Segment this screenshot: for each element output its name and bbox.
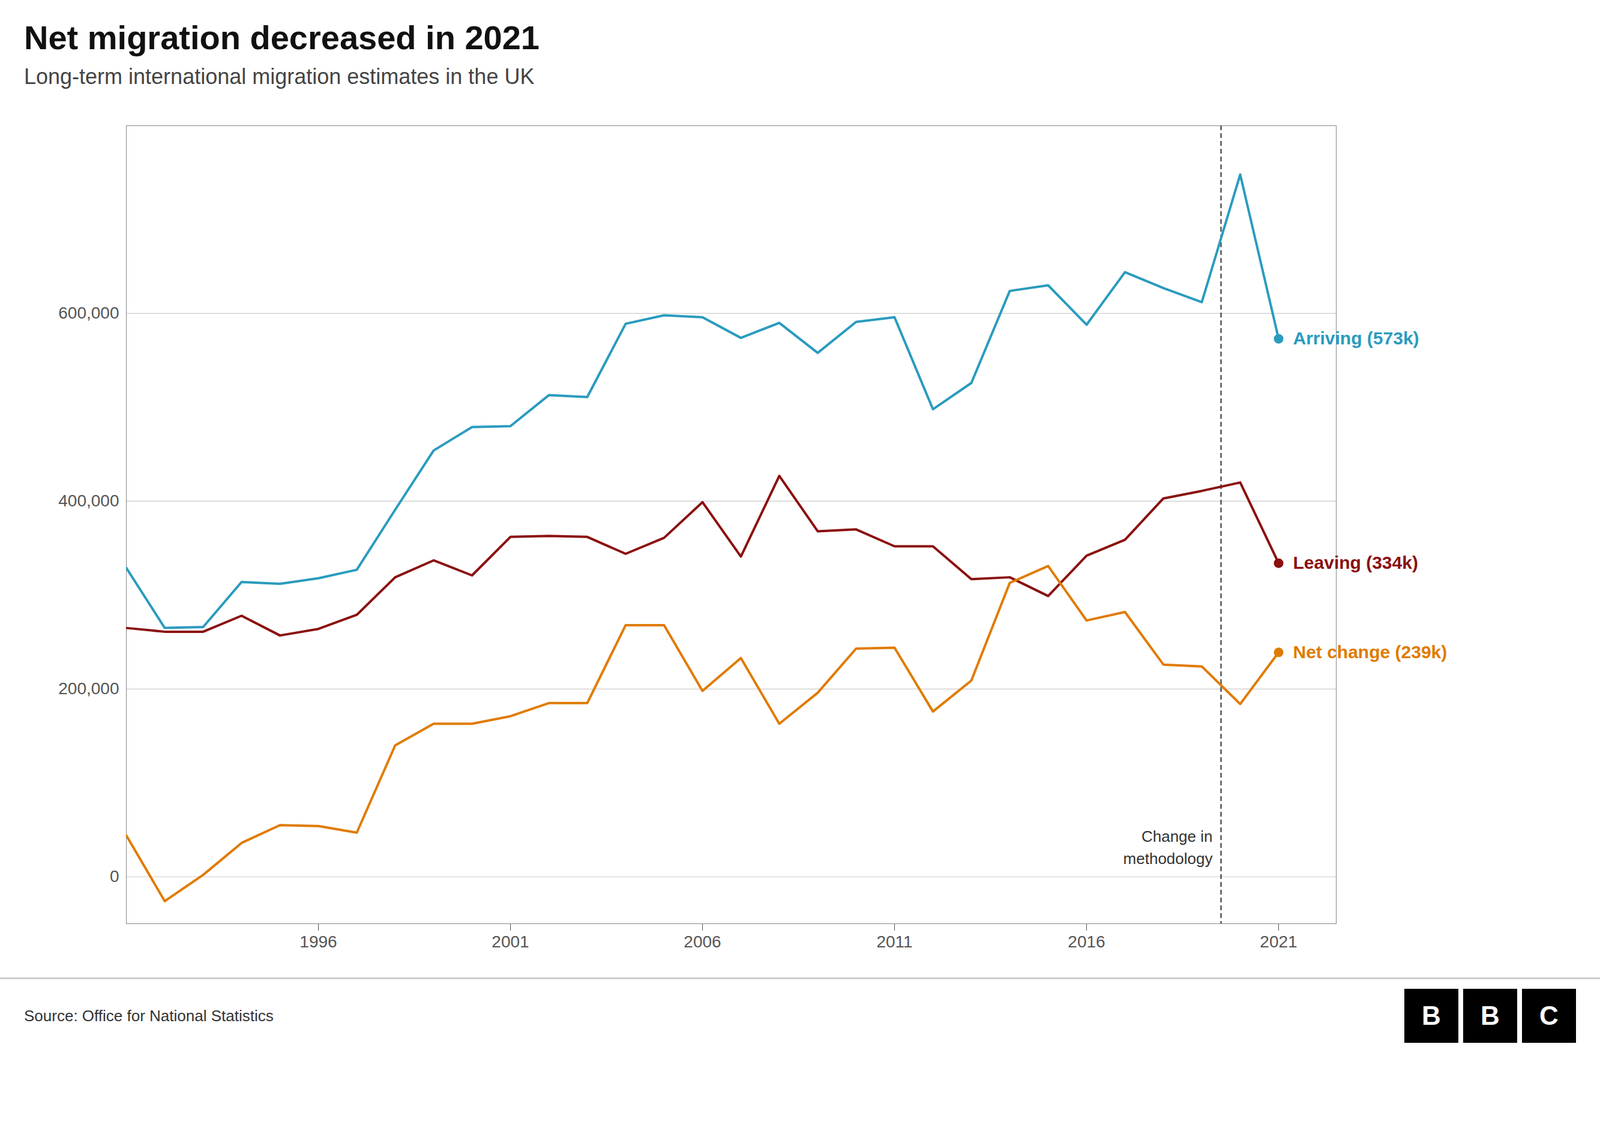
html-text:Long-term international migrat: Long-term international migration estima… [24,64,535,89]
svg-text:2016: 2016 [1067,932,1105,952]
svg-text:200,000: 200,000 [58,679,119,698]
svg-text:2006: 2006 [683,932,721,952]
html-text:B: B [1480,1001,1500,1031]
svg-text:0: 0 [109,867,120,886]
svg-text:Arriving (573k): Arriving (573k) [1293,328,1420,349]
svg-text:Change inmethodology: Change inmethodology [1123,827,1213,868]
svg-text:400,000: 400,000 [58,491,119,511]
html-text:Source: Office for National St: Source: Office for National Statistics [24,1006,274,1025]
svg-text:Leaving (334k): Leaving (334k) [1293,552,1419,573]
svg-text:600,000: 600,000 [58,303,119,323]
svg-text:Net change (239k): Net change (239k) [1293,642,1448,662]
html-text:B: B [1421,1001,1441,1031]
svg-text:2011: 2011 [876,932,913,952]
html-text:Net migration decreased in 202: Net migration decreased in 2021 [24,18,540,57]
html-text:C: C [1539,1001,1559,1031]
svg-text:2001: 2001 [491,932,529,952]
svg-text:2021: 2021 [1259,932,1297,952]
svg-text:1996: 1996 [299,932,337,952]
